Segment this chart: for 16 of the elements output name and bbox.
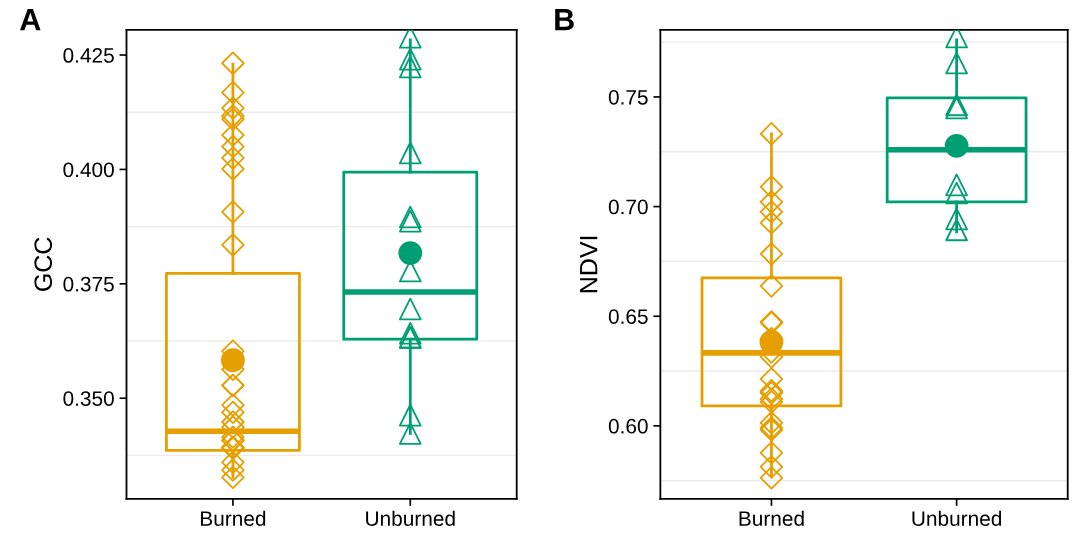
y-axis-title: NDVI bbox=[580, 236, 598, 293]
y-tick-label: 0.65 bbox=[608, 309, 648, 324]
y-axis-title: GCC bbox=[34, 237, 53, 291]
y-tick-label: 0.350 bbox=[63, 391, 114, 406]
y-tick-label: 0.425 bbox=[63, 48, 114, 63]
y-tick-label: 0.75 bbox=[608, 89, 648, 105]
x-tick-label: Unburned bbox=[366, 510, 455, 526]
y-tick-label: 0.70 bbox=[608, 199, 648, 215]
chart-title: B bbox=[555, 9, 574, 31]
y-tick-label: 0.375 bbox=[63, 276, 114, 292]
y-tick-label: 0.60 bbox=[608, 418, 648, 434]
x-tick-label: Burned bbox=[739, 510, 804, 526]
x-tick-label: Burned bbox=[201, 510, 266, 526]
y-tick-label: 0.400 bbox=[63, 162, 114, 178]
x-tick-label: Unburned bbox=[912, 510, 1002, 526]
chart-title: A bbox=[20, 9, 41, 31]
